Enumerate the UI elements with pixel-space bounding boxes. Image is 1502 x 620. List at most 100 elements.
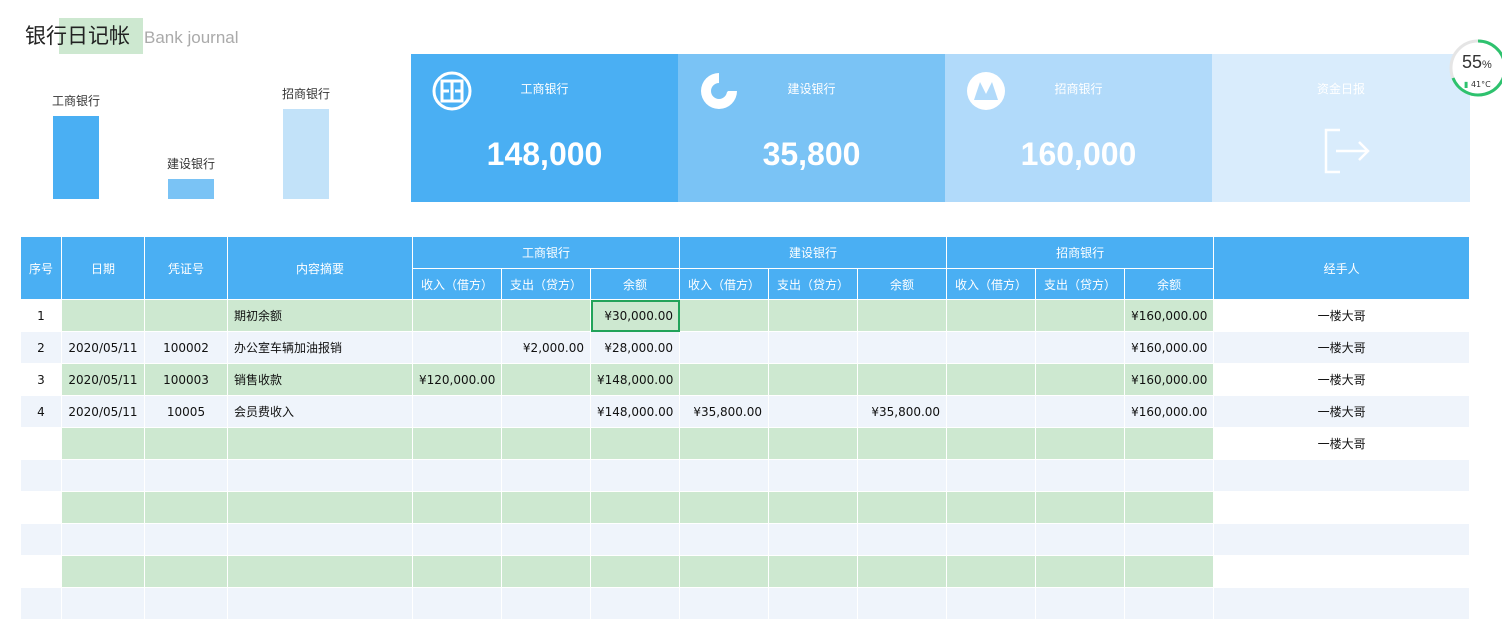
cell-handler[interactable]: 一楼大哥 (1213, 363, 1471, 396)
cell-index[interactable] (20, 555, 62, 588)
cell-date[interactable] (61, 523, 145, 556)
cell-summary[interactable] (227, 555, 413, 588)
cell-icbc-income[interactable] (412, 331, 502, 364)
cell-cmb-income[interactable] (946, 395, 1037, 428)
cell-cmb-income[interactable] (946, 523, 1037, 556)
cell-voucher[interactable] (144, 587, 228, 620)
cell-ccb-balance[interactable] (857, 523, 948, 556)
cell-voucher[interactable] (144, 491, 228, 524)
cell-index[interactable] (20, 587, 62, 620)
cell-ccb-balance[interactable] (857, 331, 948, 364)
cell-summary[interactable] (227, 491, 413, 524)
cell-icbc-expense[interactable] (501, 427, 591, 460)
cell-cmb-expense[interactable] (1035, 299, 1126, 332)
cell-icbc-balance[interactable] (589, 459, 681, 492)
cell-handler[interactable] (1213, 555, 1471, 588)
cell-ccb-income[interactable] (679, 331, 770, 364)
cell-summary[interactable]: 销售收款 (227, 363, 413, 396)
cell-ccb-expense[interactable] (768, 491, 859, 524)
cell-handler[interactable]: 一楼大哥 (1213, 427, 1471, 460)
cell-cmb-balance[interactable]: ¥160,000.00 (1124, 363, 1215, 396)
cell-cmb-balance[interactable] (1124, 491, 1215, 524)
cell-cmb-expense[interactable] (1035, 331, 1126, 364)
cell-voucher[interactable] (144, 459, 228, 492)
cell-cmb-income[interactable] (946, 491, 1037, 524)
cell-icbc-expense[interactable] (501, 363, 591, 396)
cell-ccb-income[interactable]: ¥35,800.00 (679, 395, 770, 428)
cell-ccb-expense[interactable] (768, 523, 859, 556)
cell-index[interactable]: 2 (20, 331, 62, 364)
cell-icbc-income[interactable] (412, 523, 502, 556)
cell-cmb-expense[interactable] (1035, 555, 1126, 588)
cell-ccb-income[interactable] (679, 523, 770, 556)
cell-cmb-balance[interactable] (1124, 427, 1215, 460)
card-daily-report[interactable]: 资金日报 (1212, 54, 1470, 202)
cell-voucher[interactable] (144, 555, 228, 588)
cell-icbc-balance[interactable]: ¥30,000.00 (589, 299, 681, 332)
cell-date[interactable] (61, 555, 145, 588)
cell-summary[interactable]: 办公室车辆加油报销 (227, 331, 413, 364)
cell-summary[interactable] (227, 587, 413, 620)
cell-icbc-income[interactable]: ¥120,000.00 (412, 363, 502, 396)
cell-cmb-balance[interactable]: ¥160,000.00 (1124, 395, 1215, 428)
cell-voucher[interactable] (144, 427, 228, 460)
cell-ccb-income[interactable] (679, 427, 770, 460)
cell-icbc-expense[interactable] (501, 523, 591, 556)
cell-cmb-expense[interactable] (1035, 523, 1126, 556)
cell-icbc-balance[interactable] (589, 587, 681, 620)
cell-cmb-income[interactable] (946, 459, 1037, 492)
cell-icbc-expense[interactable]: ¥2,000.00 (501, 331, 591, 364)
cell-date[interactable] (61, 299, 145, 332)
cell-handler[interactable]: 一楼大哥 (1213, 331, 1471, 364)
card-ccb[interactable]: 建设银行 35,800 (678, 54, 945, 202)
cell-icbc-income[interactable] (412, 491, 502, 524)
cell-date[interactable] (61, 459, 145, 492)
cell-date[interactable]: 2020/05/11 (61, 331, 145, 364)
cell-ccb-expense[interactable] (768, 395, 859, 428)
cell-cmb-income[interactable] (946, 299, 1037, 332)
cell-handler[interactable]: 一楼大哥 (1213, 299, 1471, 332)
cell-cmb-expense[interactable] (1035, 363, 1126, 396)
cell-voucher[interactable] (144, 299, 228, 332)
cell-index[interactable] (20, 491, 62, 524)
system-status-badge[interactable]: 55% ▮ 41°C (1449, 39, 1502, 100)
cell-ccb-income[interactable] (679, 363, 770, 396)
cell-icbc-balance[interactable] (589, 555, 681, 588)
cell-ccb-expense[interactable] (768, 331, 859, 364)
cell-voucher[interactable]: 100003 (144, 363, 228, 396)
cell-ccb-balance[interactable] (857, 459, 948, 492)
cell-ccb-balance[interactable] (857, 555, 948, 588)
cell-index[interactable] (20, 427, 62, 460)
cell-ccb-expense[interactable] (768, 299, 859, 332)
cell-ccb-income[interactable] (679, 299, 770, 332)
cell-icbc-expense[interactable] (501, 555, 591, 588)
cell-summary[interactable]: 会员费收入 (227, 395, 413, 428)
cell-icbc-expense[interactable] (501, 459, 591, 492)
cell-icbc-income[interactable] (412, 587, 502, 620)
cell-icbc-expense[interactable] (501, 299, 591, 332)
cell-handler[interactable] (1213, 523, 1471, 556)
cell-cmb-expense[interactable] (1035, 395, 1126, 428)
cell-ccb-income[interactable] (679, 491, 770, 524)
cell-ccb-income[interactable] (679, 587, 770, 620)
cell-index[interactable]: 1 (20, 299, 62, 332)
cell-cmb-balance[interactable] (1124, 459, 1215, 492)
cell-cmb-expense[interactable] (1035, 459, 1126, 492)
cell-icbc-income[interactable] (412, 555, 502, 588)
cell-ccb-balance[interactable] (857, 299, 948, 332)
cell-cmb-income[interactable] (946, 363, 1037, 396)
cell-cmb-balance[interactable] (1124, 555, 1215, 588)
card-icbc[interactable]: 工商银行 148,000 (411, 54, 678, 202)
cell-index[interactable] (20, 523, 62, 556)
cell-index[interactable]: 4 (20, 395, 62, 428)
cell-cmb-balance[interactable]: ¥160,000.00 (1124, 299, 1215, 332)
cell-ccb-income[interactable] (679, 459, 770, 492)
cell-summary[interactable] (227, 523, 413, 556)
cell-cmb-income[interactable] (946, 331, 1037, 364)
cell-handler[interactable]: 一楼大哥 (1213, 395, 1471, 428)
cell-voucher[interactable]: 100002 (144, 331, 228, 364)
cell-cmb-balance[interactable] (1124, 587, 1215, 620)
cell-icbc-income[interactable] (412, 427, 502, 460)
cell-cmb-expense[interactable] (1035, 587, 1126, 620)
cell-date[interactable] (61, 491, 145, 524)
